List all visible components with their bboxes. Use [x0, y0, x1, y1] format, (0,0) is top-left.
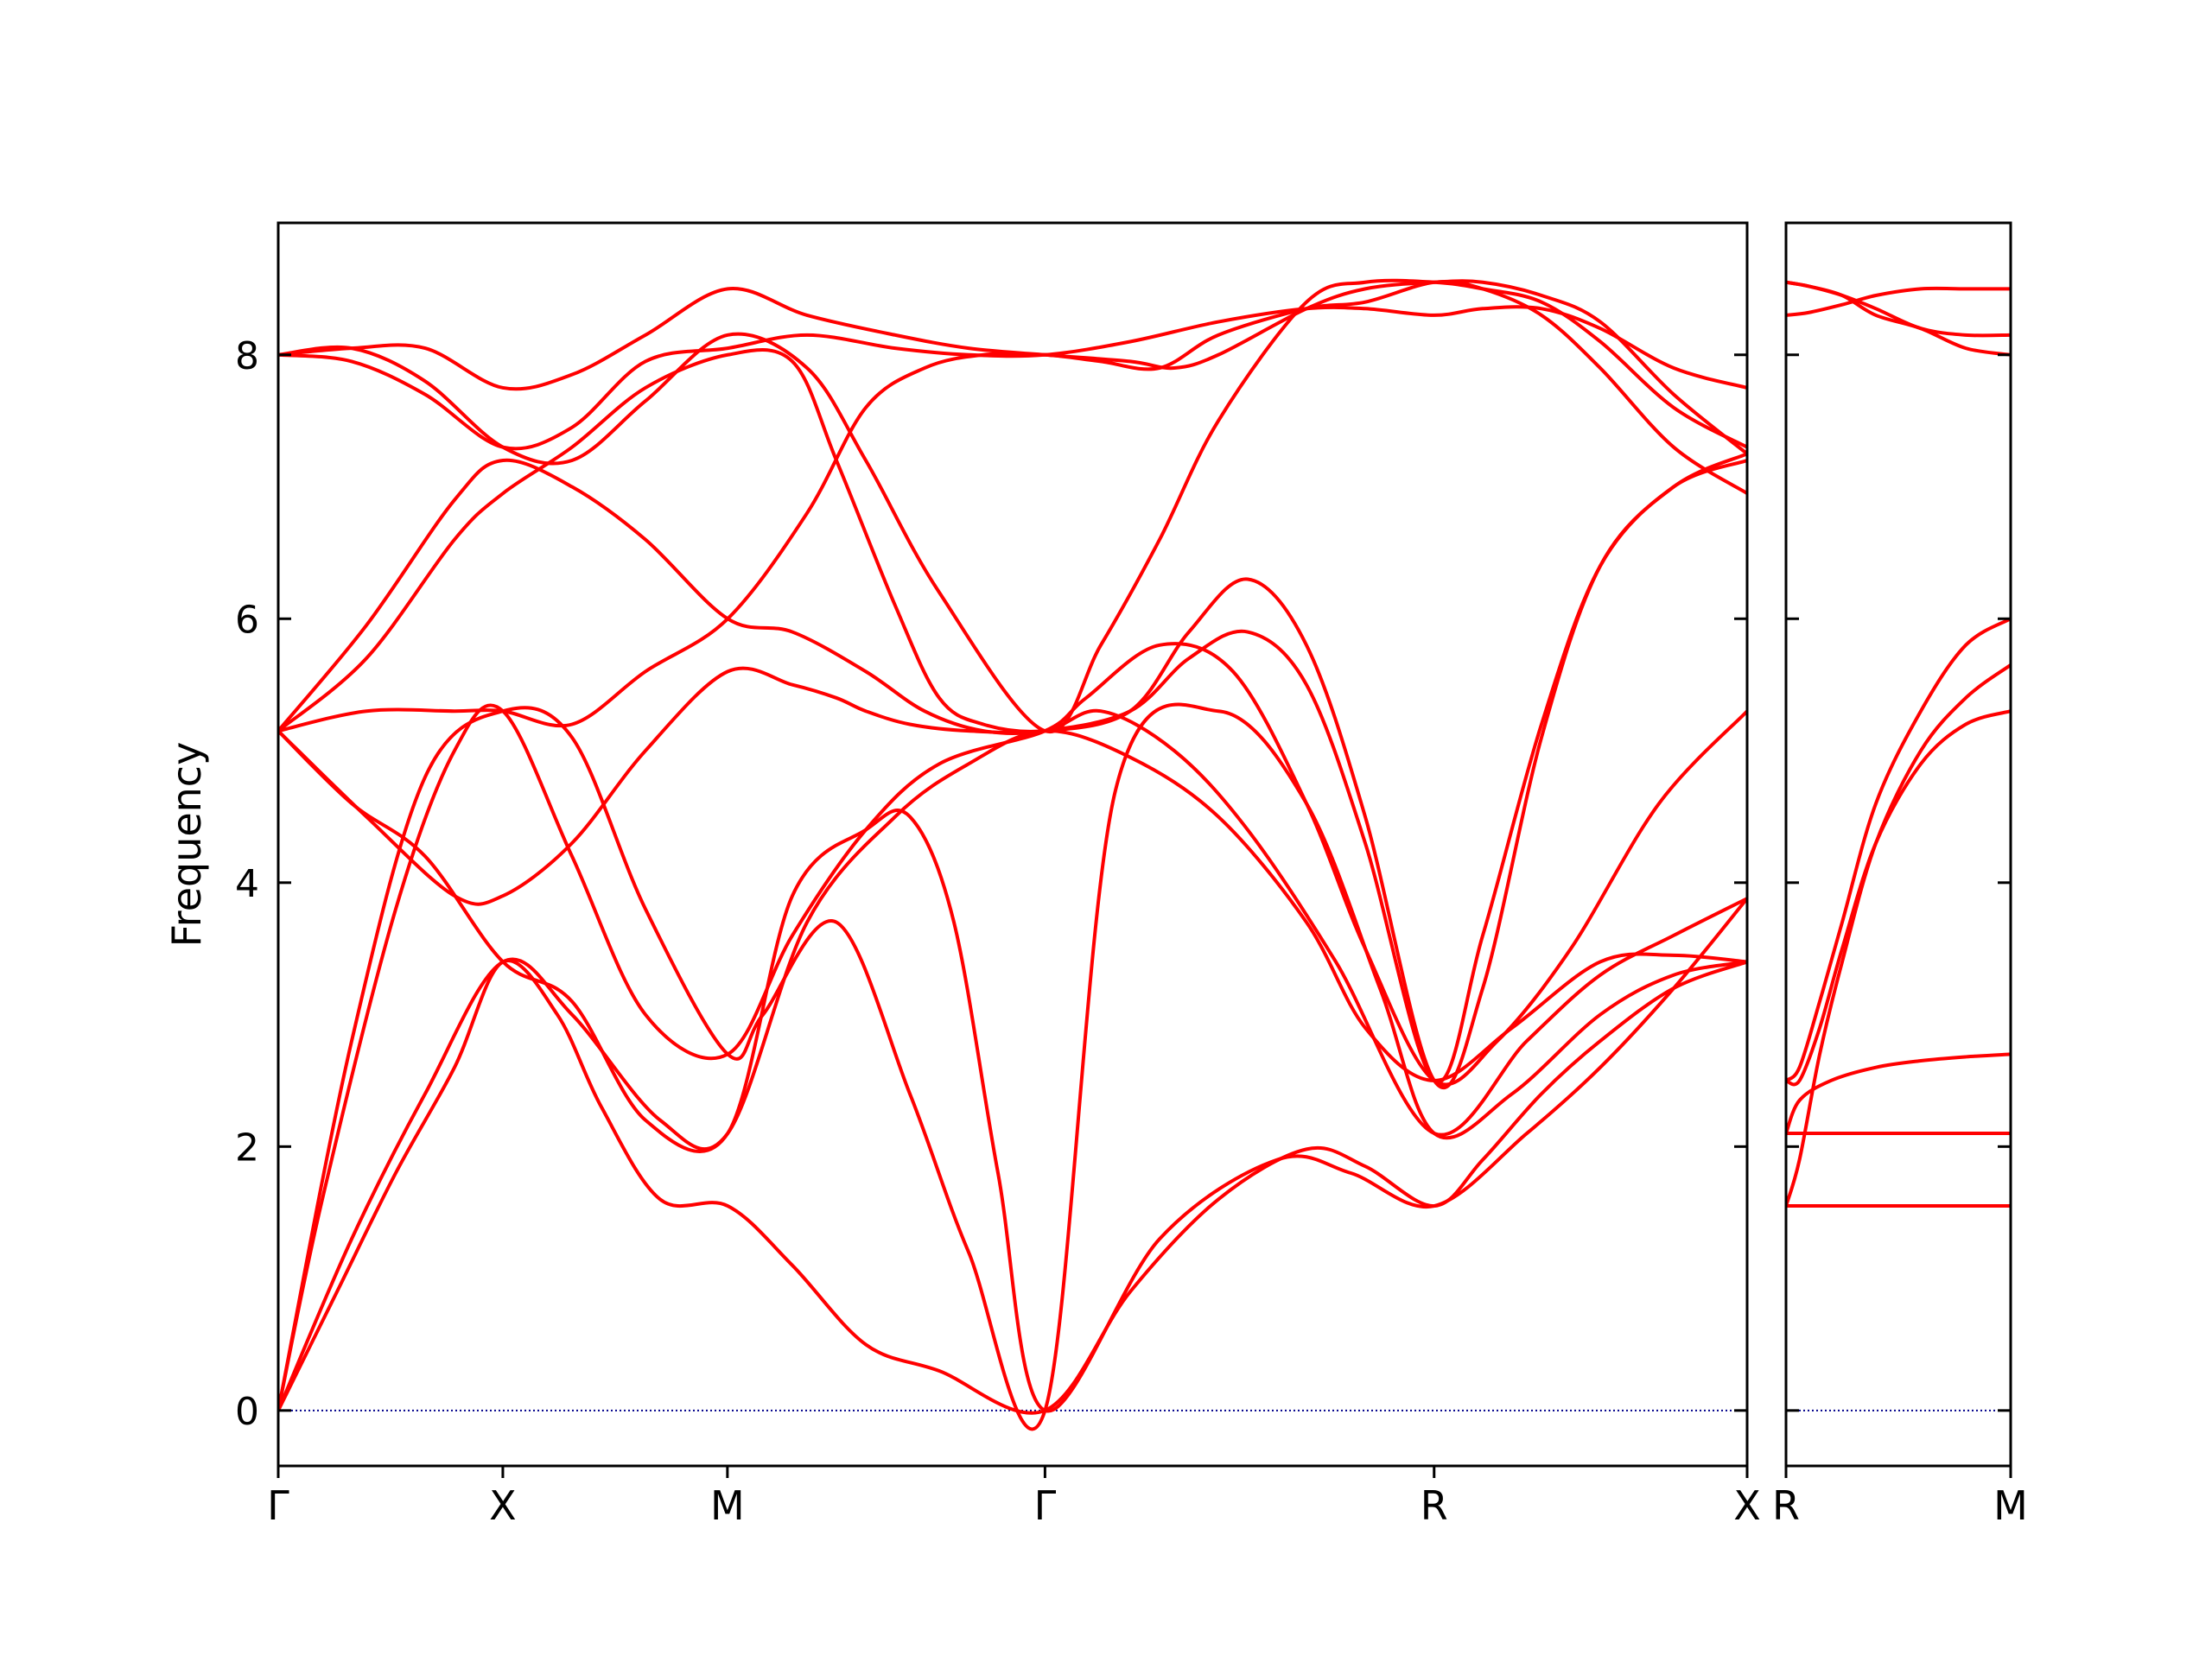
x-tick-label: X	[1733, 1482, 1761, 1529]
y-tick-label: 4	[235, 862, 259, 906]
y-axis-label: Frequency	[163, 742, 210, 948]
band-group	[1786, 280, 2011, 1208]
x-tick-label: M	[1993, 1482, 2028, 1529]
x-tick-label: M	[710, 1482, 745, 1529]
band-line-7	[278, 458, 1747, 1084]
band-line-8	[1786, 280, 2011, 357]
x-tick-label: R	[1772, 1482, 1800, 1529]
band-group	[278, 278, 1747, 1431]
band-line-5	[1786, 617, 2011, 1082]
band-line-4	[1786, 663, 2011, 1208]
plot-frame	[1784, 221, 2012, 1468]
plot-frame	[276, 221, 1749, 1468]
band-line-8	[278, 348, 1747, 1089]
band-line-3	[278, 666, 1747, 1137]
x-tick-label: R	[1421, 1482, 1448, 1529]
band-line-5	[278, 702, 1747, 1431]
band-line-1	[278, 729, 1747, 1412]
y-tick-label: 2	[235, 1126, 259, 1170]
y-tick-label: 0	[235, 1390, 259, 1434]
x-tick-label: X	[489, 1482, 517, 1529]
y-tick-label: 6	[235, 598, 259, 642]
x-tick-label: Γ	[1034, 1482, 1057, 1529]
band-line-9	[278, 279, 1747, 733]
band-line-4	[278, 729, 1747, 1413]
band-line-2	[278, 642, 1747, 1412]
band-line-6	[1786, 709, 2011, 1087]
panel-main: 0 2 4 6 8 Γ X M Γ R X	[235, 221, 1761, 1529]
band-line-11	[278, 305, 1747, 451]
band-line-3	[1786, 1052, 2011, 1136]
x-tick-label: Γ	[267, 1482, 289, 1529]
band-line-12	[278, 279, 1747, 456]
band-line-6	[278, 958, 1747, 1415]
y-tick-label: 8	[235, 334, 259, 378]
band-line-10	[278, 278, 1747, 734]
band-line-9	[1786, 286, 2011, 317]
